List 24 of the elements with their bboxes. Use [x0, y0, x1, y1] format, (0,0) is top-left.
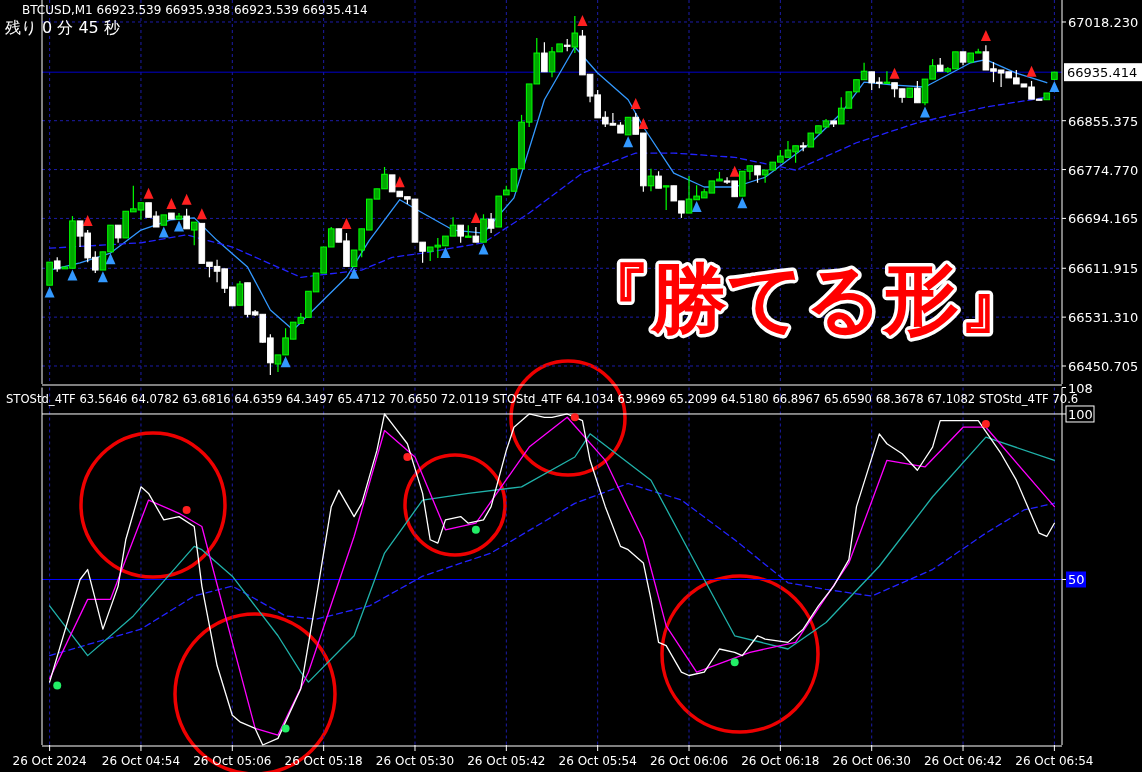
- y-tick-label: 66774.770: [1068, 162, 1139, 178]
- annotation: 『勝てる形』: [575, 254, 1035, 343]
- chart-title: BTCUSD,M1 66923.539 66935.938 66923.539 66935.414: [22, 3, 368, 17]
- y-tick-label: 66855.375: [1068, 113, 1139, 129]
- x-tick-label: 26 Oct 05:42: [467, 754, 546, 768]
- x-tick-label: 26 Oct 05:54: [558, 754, 637, 768]
- x-tick-label: 26 Oct 06:30: [832, 754, 911, 768]
- ref-line-label: 66935.414: [1067, 65, 1138, 81]
- annotation: 残り 0 分 45 秒: [5, 18, 120, 37]
- x-tick-label: 26 Oct 2024: [12, 754, 87, 768]
- x-tick-label: 26 Oct 04:54: [101, 754, 181, 768]
- x-tick-label: 26 Oct 06:42: [923, 754, 1003, 768]
- x-tick-label: 26 Oct 06:54: [1015, 754, 1094, 768]
- y-tick-label: 66611.915: [1068, 261, 1139, 277]
- y-tick-label: 67018.230: [1068, 14, 1139, 30]
- x-tick-label: 26 Oct 06:06: [649, 754, 729, 768]
- y-tick-label: 100: [1068, 406, 1093, 422]
- x-tick-label: 26 Oct 05:30: [375, 754, 455, 768]
- x-tick-label: 26 Oct 06:18: [741, 754, 820, 768]
- x-tick-label: 26 Oct 05:06: [193, 754, 272, 768]
- y-tick-label: 66694.165: [1068, 211, 1139, 227]
- y-tick-label: 66450.705: [1068, 358, 1139, 374]
- y-tick-label: 66531.310: [1068, 310, 1139, 326]
- y-tick-label: 50: [1068, 572, 1085, 588]
